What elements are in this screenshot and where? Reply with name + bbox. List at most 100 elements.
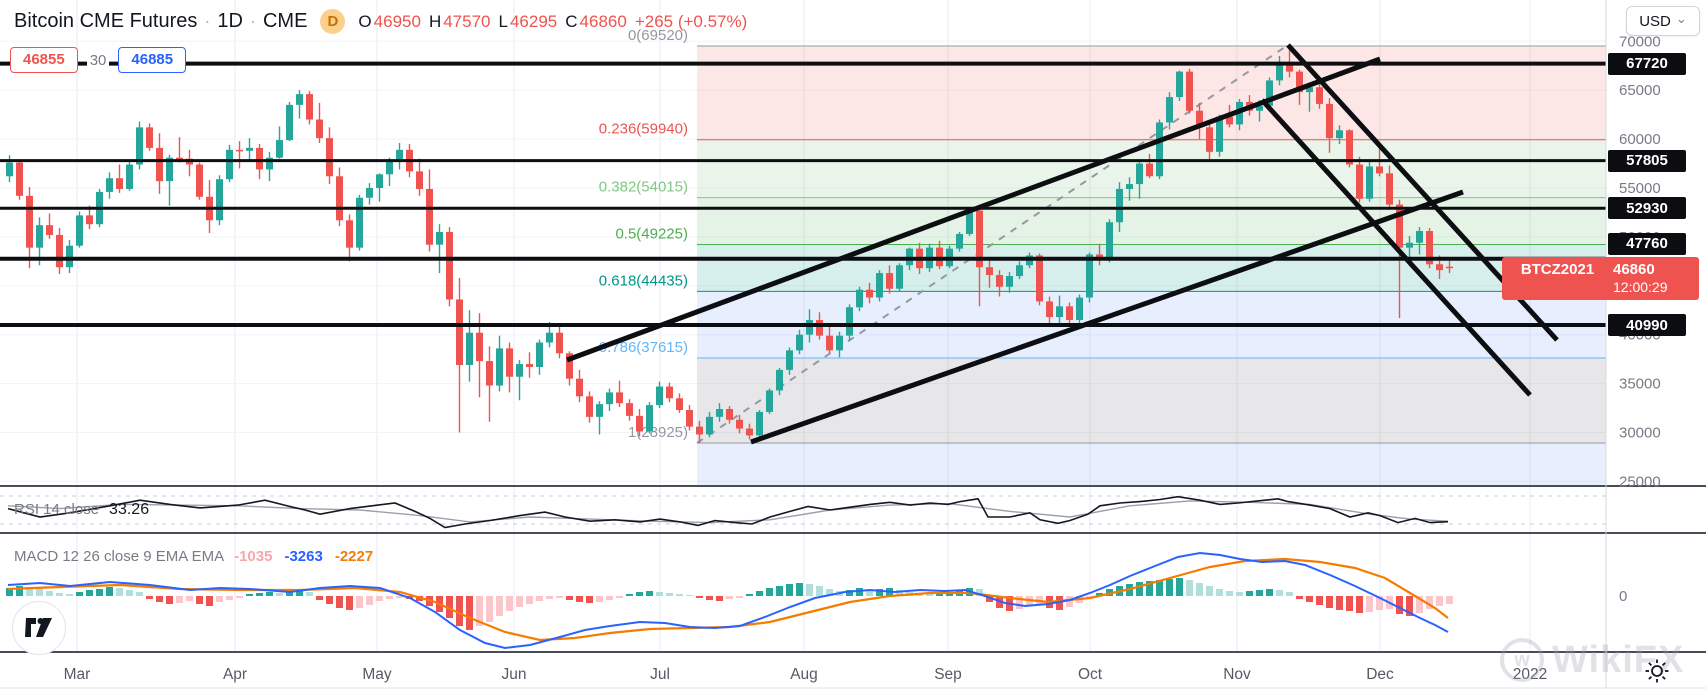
symbol-header[interactable]: Bitcoin CME Futures · 1D · CME D O 46950… [14, 9, 747, 34]
candle-body [616, 392, 623, 404]
candle-body [856, 289, 863, 308]
candle-body [686, 409, 693, 427]
price-tick-label: 60000 [1619, 131, 1661, 148]
open-letter: O [358, 11, 372, 31]
macd-histogram-bar [726, 596, 733, 599]
candle-body [746, 428, 753, 436]
position-target-label[interactable]: 46885 [118, 47, 187, 73]
rsi-value: 33.26 [109, 501, 150, 518]
macd-histogram-bar [656, 592, 663, 596]
sun-icon[interactable] [1641, 655, 1673, 687]
macd-histogram-bar [1236, 592, 1243, 596]
macd-histogram-bar [526, 596, 533, 604]
macd-histogram-bar [456, 596, 463, 626]
last-price-label: BTCZ2021 46860 12:00:29 [1502, 256, 1699, 300]
macd-histogram-bar [56, 593, 63, 596]
trend-line [750, 189, 1464, 445]
candle-body [1146, 163, 1153, 177]
macd-histogram-bar [986, 596, 993, 602]
candle-body [826, 335, 833, 351]
candle-body [956, 233, 963, 249]
interval-label[interactable]: 1D [217, 10, 243, 32]
macd-histogram-bar [646, 591, 653, 596]
candle-body [1406, 242, 1413, 248]
macd-histogram-bar [586, 596, 593, 603]
macd-histogram-bar [1266, 589, 1273, 596]
macd-histogram-bar [46, 591, 53, 596]
macd-histogram-bar [576, 596, 583, 602]
tradingview-logo-icon[interactable] [12, 601, 66, 655]
macd-histogram-bar [356, 596, 363, 608]
time-axis-label: Sep [934, 666, 962, 683]
watermark-logo-icon: w [1500, 638, 1544, 682]
macd-histogram-bar [16, 586, 23, 596]
candle-body [1306, 87, 1313, 93]
candle-body [36, 225, 43, 248]
macd-histogram-bar [856, 588, 863, 596]
macd-histogram-bar [146, 596, 153, 599]
candle-body [516, 364, 523, 377]
macd-histogram-bar [336, 596, 343, 608]
macd-histogram-bar [1396, 596, 1403, 614]
candle-body [896, 265, 903, 289]
candle-body [1386, 173, 1393, 205]
macd-legend[interactable]: MACD 12 26 close 9 EMA EMA -1035 -3263 -22… [14, 548, 373, 565]
candle-body [66, 245, 73, 268]
symbol-title[interactable]: Bitcoin CME Futures [14, 10, 198, 32]
rsi-line [7, 495, 1449, 529]
candle-body [226, 149, 233, 180]
price-level-axis-label: 57805 [1608, 149, 1686, 172]
fib-band [697, 46, 1606, 140]
macd-histogram-bar [1406, 596, 1413, 616]
candle-body [1336, 130, 1343, 139]
candle-body [1326, 103, 1333, 139]
rsi-legend[interactable]: RSI 14 close 33.26 [14, 501, 149, 519]
candle-body [1186, 71, 1193, 111]
currency-selector[interactable]: USD ⌄ [1626, 6, 1700, 36]
exchange-label[interactable]: CME [262, 10, 308, 32]
daily-badge-icon: D [320, 9, 346, 34]
candle-body [606, 392, 613, 405]
rsi-label: RSI 14 close [14, 501, 100, 518]
candle-body [536, 342, 543, 367]
candle-body [716, 409, 723, 417]
candle-body [126, 164, 133, 189]
position-stop-label[interactable]: 46855 [10, 47, 78, 73]
candle-body [1296, 71, 1303, 93]
macd-histogram-bar [486, 596, 493, 622]
fib-level-label: 0.618(44435) [599, 272, 688, 289]
candle-body [1276, 64, 1283, 81]
time-axis-label: Dec [1366, 666, 1394, 683]
candle-body [266, 157, 273, 170]
macd-histogram-bar [226, 596, 233, 600]
macd-histogram-bar [136, 592, 143, 596]
macd-histogram-bar [676, 594, 683, 596]
macd-histogram-bar [816, 586, 823, 596]
candle-body [416, 171, 423, 189]
candle-body [1426, 231, 1433, 265]
candle-body [366, 187, 373, 198]
macd-histogram-bar [1316, 596, 1323, 605]
candle-body [1446, 266, 1453, 269]
macd-histogram-bar [596, 596, 603, 602]
candle-body [116, 178, 123, 189]
macd-histogram-bar [1296, 596, 1303, 599]
position-qty-label[interactable]: 30 [86, 51, 110, 69]
low-value: 46295 [509, 11, 558, 31]
candle-body [316, 119, 323, 139]
macd-histogram-bar [96, 589, 103, 596]
candle-body [586, 396, 593, 417]
fib-level-label: 0.236(59940) [599, 121, 688, 138]
candle-body [306, 94, 313, 120]
macd-histogram-bar [796, 583, 803, 596]
candle-body [426, 188, 433, 245]
macd-histogram-bar [936, 593, 943, 596]
macd-histogram-bar [66, 594, 73, 596]
macd-histogram-bar [1136, 582, 1143, 596]
candle-body [1066, 306, 1073, 321]
fib-band [697, 244, 1606, 292]
candle-body [176, 157, 183, 160]
candle-body [106, 178, 113, 192]
fib-band [697, 358, 1606, 443]
